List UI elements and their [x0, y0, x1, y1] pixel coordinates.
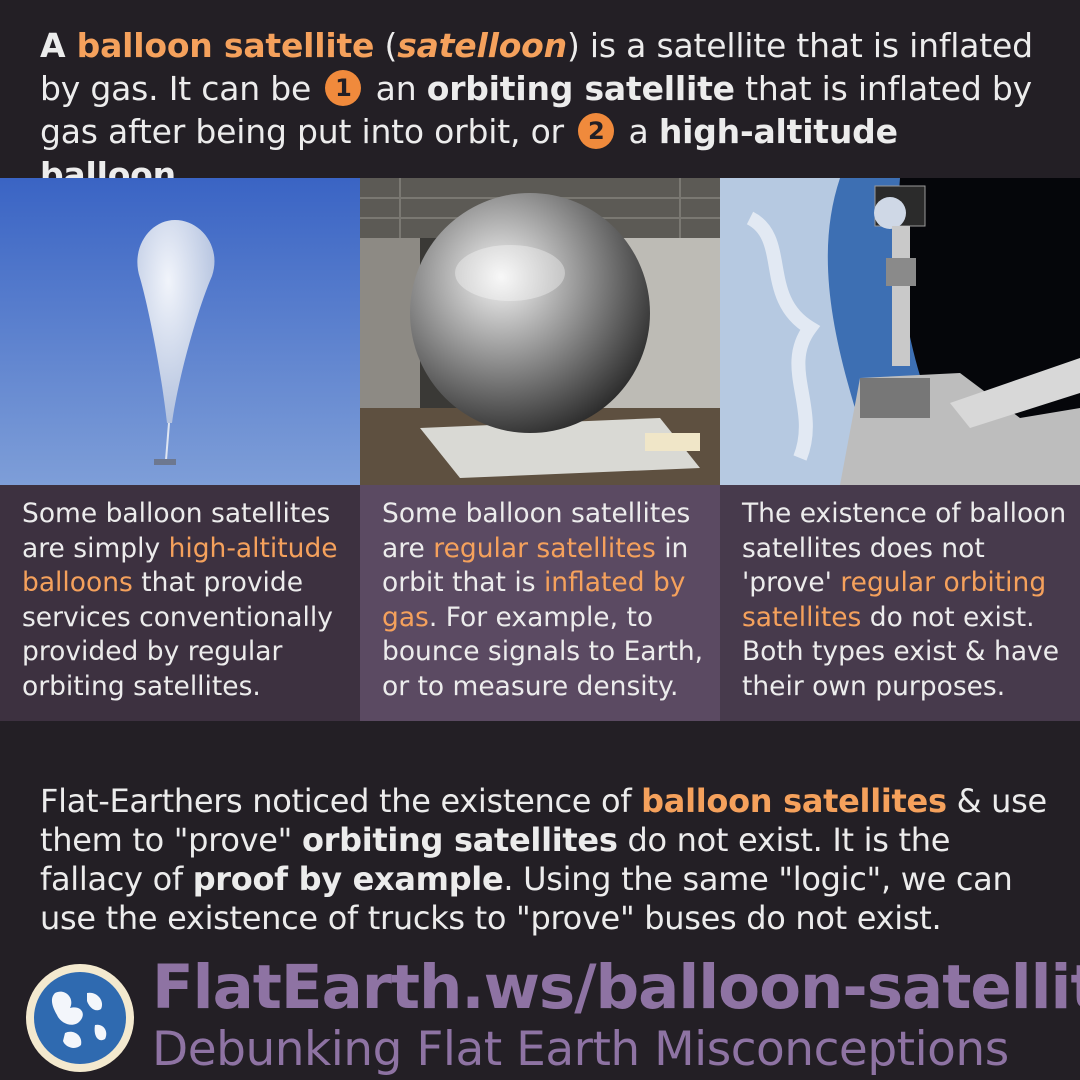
term-orbiting-satellites: orbiting satellites: [301, 821, 618, 859]
intro-text: .: [175, 155, 187, 194]
term-orbiting-satellite: orbiting satellite: [426, 69, 735, 108]
caption-text: that provide services conventionally pro…: [22, 567, 333, 702]
term-balloon-satellites: balloon satellites: [641, 782, 947, 820]
intro-text: ): [566, 26, 580, 65]
globe-logo-icon: [25, 963, 135, 1073]
intro-a: A: [40, 26, 77, 65]
caption-text: in orbit that is: [382, 532, 689, 599]
caption-text: . For example, to bounce signals to Eart…: [382, 601, 704, 702]
caption-text: Some balloon satellites are: [382, 498, 691, 564]
reflective-sphere-in-hangar-photo: [360, 178, 720, 485]
intro-paragraph: A balloon satellite (satelloon) is a sat…: [40, 24, 1050, 196]
caption-3: The existence of balloon satellites does…: [720, 485, 1080, 721]
caption-highlight: inflated by gas: [382, 567, 686, 633]
satellite-over-earth-photo: [720, 178, 1080, 485]
outro-text: Flat-Earthers noticed the existence of: [40, 782, 642, 820]
site-url[interactable]: FlatEarth.ws/balloon-satellite: [152, 952, 1080, 1023]
caption-1: Some balloon satellites are simply high-…: [0, 485, 360, 721]
term-high-altitude-balloon: high-altitude balloon: [40, 112, 898, 194]
high-altitude-balloon-photo: [0, 178, 360, 485]
caption-text: The existence of balloon satellites does…: [742, 498, 1067, 598]
intro-text: (: [374, 26, 398, 65]
number-badge-2: 2: [578, 113, 615, 149]
outro-text: do not exist. It is the fallacy of: [40, 821, 951, 898]
site-tagline: Debunking Flat Earth Misconceptions: [152, 1022, 1009, 1077]
caption-highlight: regular satellites: [433, 532, 656, 564]
intro-text: an: [365, 69, 427, 108]
intro-text: is a satellite that is inflated by gas. …: [40, 26, 1033, 108]
outro-paragraph: Flat-Earthers noticed the existence of b…: [40, 782, 1060, 938]
number-badge-1: 1: [325, 70, 362, 106]
caption-highlight: regular orbiting satellites: [742, 567, 1047, 633]
outro-text: & use them to "prove": [40, 782, 1047, 859]
caption-2: Some balloon satellites are regular sate…: [360, 485, 720, 721]
term-balloon-satellite: balloon satellite: [76, 26, 375, 65]
term-satelloon: satelloon: [397, 26, 567, 65]
caption-text: Some balloon satellites are simply: [22, 498, 331, 564]
caption-text: do not exist. Both types exist & have th…: [742, 601, 1060, 702]
intro-text: a: [618, 112, 659, 151]
outro-text: . Using the same "logic", we can use the…: [40, 860, 1013, 937]
caption-highlight: high-altitude balloons: [22, 532, 338, 599]
term-proof-by-example: proof by example: [192, 860, 504, 898]
intro-text: that is inflated by gas after being put …: [40, 69, 1032, 151]
